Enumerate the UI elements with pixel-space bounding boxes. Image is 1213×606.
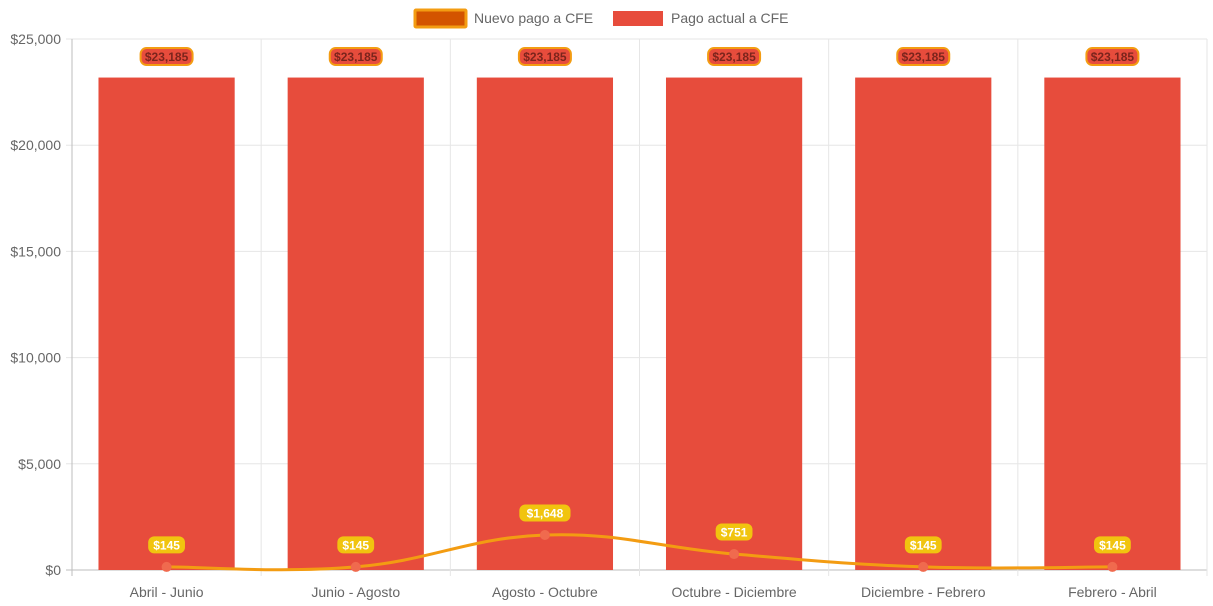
bar-data-label: $23,185	[712, 50, 756, 64]
legend-label-nuevo-pago[interactable]: Nuevo pago a CFE	[474, 10, 593, 26]
line-data-label: $1,648	[527, 506, 564, 520]
bar-label-box	[1085, 47, 1140, 67]
line-series	[161, 529, 1118, 572]
bar-data-label: $23,185	[523, 50, 567, 64]
bar	[1044, 77, 1181, 570]
line-data-label: $145	[153, 538, 180, 552]
bar	[98, 77, 235, 570]
bar-data-labels: $23,185 $23,185 $23,185 $23,185 $23,185 $23,1…	[139, 47, 1140, 67]
line-data-labels: $145 $145 $1,648 $751 $145 $145	[148, 504, 1131, 554]
x-tick-label: Diciembre - Febrero	[861, 584, 986, 600]
legend-swatch-pago-actual[interactable]	[613, 11, 663, 26]
y-tick-label: $5,000	[18, 456, 61, 472]
line-point	[161, 561, 172, 572]
x-tick-label: Junio - Agosto	[311, 584, 400, 600]
x-tick-label: Agosto - Octubre	[492, 584, 598, 600]
bar	[665, 77, 803, 570]
bar-data-label: $23,185	[1091, 50, 1135, 64]
line-point	[350, 561, 361, 572]
line-label-box	[715, 523, 753, 541]
bar	[476, 77, 614, 570]
legend-label-pago-actual[interactable]: Pago actual a CFE	[671, 10, 789, 26]
bar-data-label: $23,185	[902, 50, 946, 64]
line-label-box	[1094, 536, 1131, 554]
bar-label-box	[896, 47, 951, 67]
line-label-box	[904, 536, 942, 554]
x-tick-label: Febrero - Abril	[1068, 584, 1157, 600]
gridlines	[66, 38, 1208, 576]
bar-label-box	[328, 47, 383, 67]
line-data-label: $145	[910, 538, 937, 552]
bar-series	[98, 77, 1181, 570]
bar-label-box	[707, 47, 762, 67]
bar-data-label: $23,185	[145, 50, 189, 64]
x-tick-label: Octubre - Diciembre	[671, 584, 796, 600]
line-label-box	[519, 504, 571, 522]
line-data-label: $145	[1099, 538, 1126, 552]
line-data-label: $751	[721, 526, 748, 540]
line-label-box	[148, 536, 185, 554]
line-path	[166, 533, 1113, 572]
line-data-label: $145	[342, 538, 369, 552]
line-point	[539, 529, 550, 540]
line-point	[918, 561, 929, 572]
bar	[287, 77, 424, 570]
y-axis: $0 $5,000 $10,000 $15,000 $20,000 $25,000	[10, 31, 61, 578]
y-tick-label: $25,000	[10, 31, 61, 47]
line-label-box	[337, 536, 375, 554]
line-point	[729, 549, 740, 560]
bar-data-label: $23,185	[334, 50, 378, 64]
legend[interactable]: Nuevo pago a CFE Pago actual a CFE	[413, 8, 789, 29]
bar-label-box	[517, 47, 572, 67]
y-tick-label: $20,000	[10, 137, 61, 153]
x-axis: Abril - Junio Junio - Agosto Agosto - Octu…	[130, 584, 1157, 600]
legend-swatch-nuevo-pago[interactable]	[413, 8, 468, 29]
x-tick-label: Abril - Junio	[130, 584, 204, 600]
y-tick-label: $0	[45, 562, 61, 578]
bar-label-box	[139, 47, 194, 67]
y-tick-label: $10,000	[10, 350, 61, 366]
line-point	[1107, 561, 1118, 572]
bar	[855, 77, 992, 570]
y-tick-label: $15,000	[10, 243, 61, 259]
